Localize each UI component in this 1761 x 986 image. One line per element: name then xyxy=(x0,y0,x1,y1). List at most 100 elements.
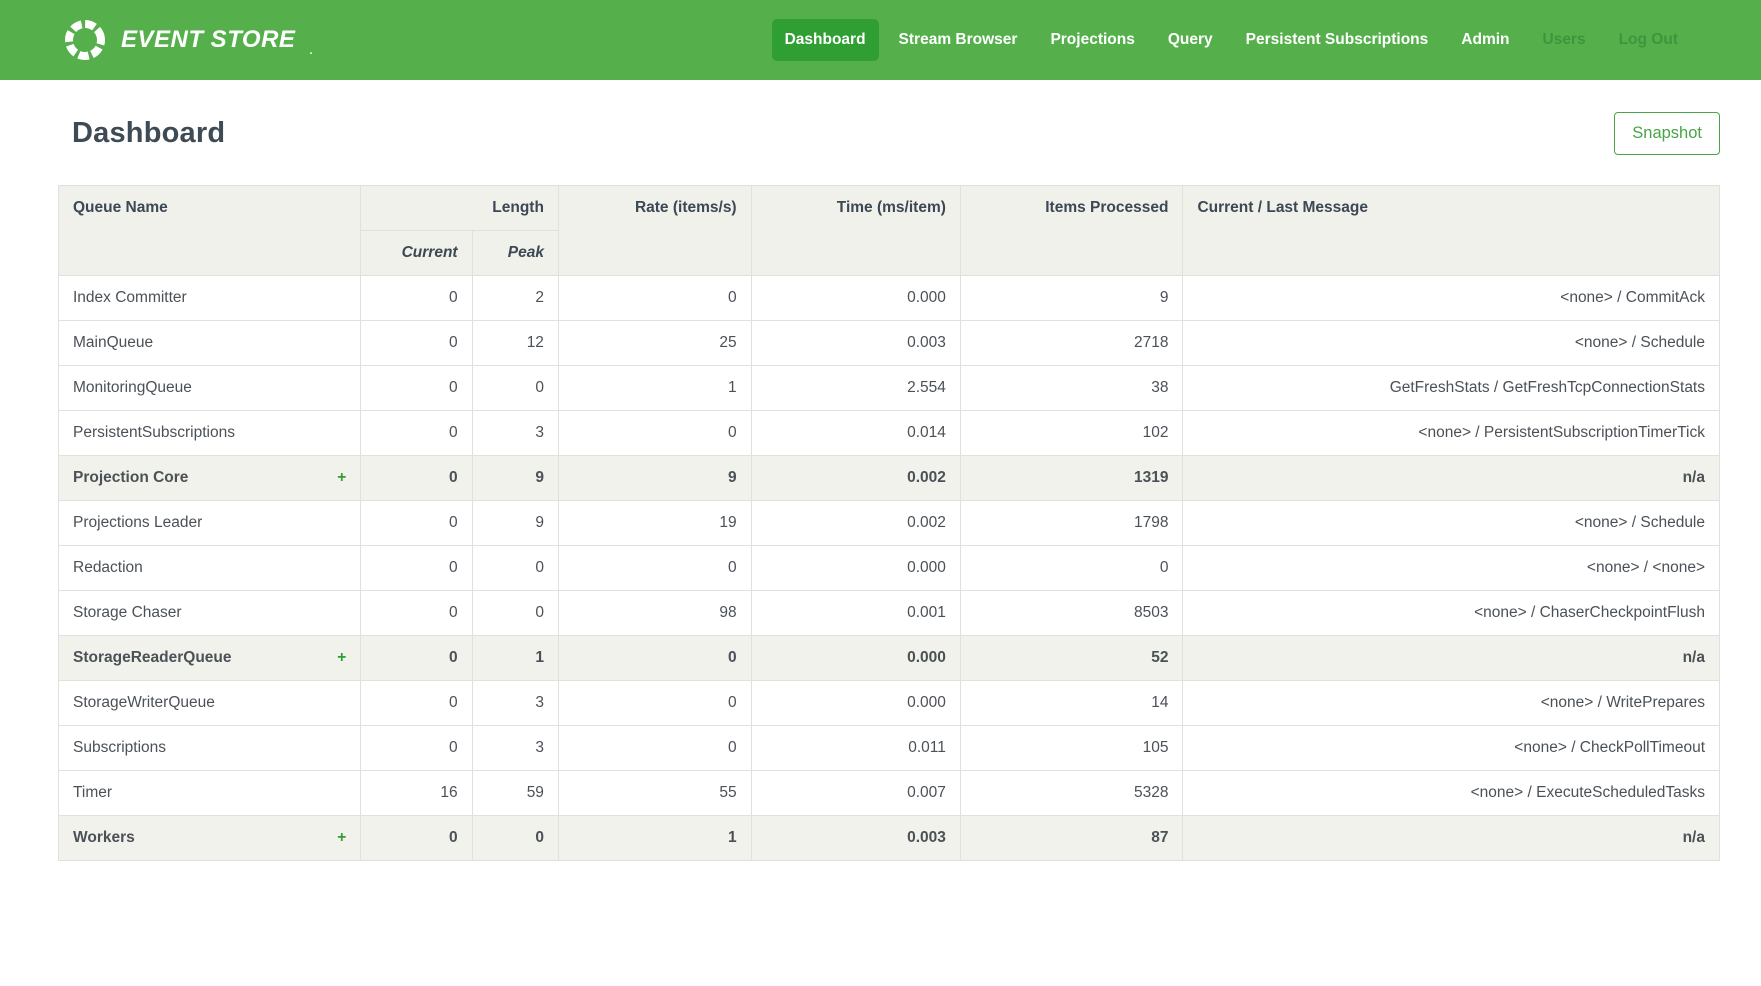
rate-cell: 1 xyxy=(558,366,751,411)
current-cell: 0 xyxy=(361,726,472,771)
time-cell: 0.003 xyxy=(751,816,960,861)
peak-cell: 0 xyxy=(472,591,558,636)
queue-row: MainQueue012250.0032718<none> / Schedule xyxy=(59,321,1720,366)
time-cell: 0.014 xyxy=(751,411,960,456)
queue-row: StorageWriterQueue0300.00014<none> / Wri… xyxy=(59,681,1720,726)
expand-plus-icon[interactable]: + xyxy=(337,648,346,668)
queue-name: Subscriptions xyxy=(73,739,166,756)
queue-row: Projections Leader09190.0021798<none> / … xyxy=(59,501,1720,546)
time-cell: 0.011 xyxy=(751,726,960,771)
peak-cell: 0 xyxy=(472,366,558,411)
header-current: Current xyxy=(361,231,472,276)
current-cell: 0 xyxy=(361,816,472,861)
nav-item-log-out[interactable]: Log Out xyxy=(1606,19,1691,61)
current-cell: 0 xyxy=(361,411,472,456)
queue-row: PersistentSubscriptions0300.014102<none>… xyxy=(59,411,1720,456)
rate-cell: 0 xyxy=(558,276,751,321)
nav-item-users[interactable]: Users xyxy=(1530,19,1599,61)
message-cell: <none> / WritePrepares xyxy=(1183,681,1720,726)
current-cell: 0 xyxy=(361,681,472,726)
peak-cell: 0 xyxy=(472,816,558,861)
items-processed-cell: 0 xyxy=(960,546,1183,591)
rate-cell: 0 xyxy=(558,411,751,456)
queue-group-row: StorageReaderQueue+0100.00052n/a xyxy=(59,636,1720,681)
peak-cell: 9 xyxy=(472,501,558,546)
time-cell: 0.001 xyxy=(751,591,960,636)
queues-table: Queue Name Length Rate (items/s) Time (m… xyxy=(58,185,1720,861)
items-processed-cell: 52 xyxy=(960,636,1183,681)
current-cell: 0 xyxy=(361,591,472,636)
queue-name-cell: PersistentSubscriptions xyxy=(59,411,361,456)
queue-name: StorageWriterQueue xyxy=(73,694,215,711)
queue-name: MonitoringQueue xyxy=(73,379,192,396)
queue-name-cell: Projection Core + xyxy=(59,456,361,501)
snapshot-button[interactable]: Snapshot xyxy=(1614,112,1720,155)
time-cell: 2.554 xyxy=(751,366,960,411)
message-cell: n/a xyxy=(1183,636,1720,681)
items-processed-cell: 38 xyxy=(960,366,1183,411)
time-cell: 0.003 xyxy=(751,321,960,366)
time-cell: 0.000 xyxy=(751,636,960,681)
message-cell: <none> / ChaserCheckpointFlush xyxy=(1183,591,1720,636)
event-store-logo: EVENT STORE. xyxy=(62,17,313,63)
queue-name: StorageReaderQueue xyxy=(73,649,232,666)
peak-cell: 3 xyxy=(472,411,558,456)
peak-cell: 0 xyxy=(472,546,558,591)
current-cell: 0 xyxy=(361,456,472,501)
queues-table-header: Queue Name Length Rate (items/s) Time (m… xyxy=(59,186,1720,276)
queue-name-cell: StorageReaderQueue + xyxy=(59,636,361,681)
header-length: Length xyxy=(361,186,559,231)
items-processed-cell: 14 xyxy=(960,681,1183,726)
message-cell: n/a xyxy=(1183,456,1720,501)
peak-cell: 2 xyxy=(472,276,558,321)
logo-text: EVENT STORE xyxy=(121,26,295,54)
queue-name-cell: Redaction xyxy=(59,546,361,591)
items-processed-cell: 87 xyxy=(960,816,1183,861)
page-title: Dashboard xyxy=(72,117,225,150)
queue-name: Timer xyxy=(73,784,112,801)
nav-item-persistent-subscriptions[interactable]: Persistent Subscriptions xyxy=(1233,19,1442,61)
queue-name-cell: MonitoringQueue xyxy=(59,366,361,411)
expand-plus-icon[interactable]: + xyxy=(337,468,346,488)
queue-row: Subscriptions0300.011105<none> / CheckPo… xyxy=(59,726,1720,771)
items-processed-cell: 8503 xyxy=(960,591,1183,636)
rate-cell: 19 xyxy=(558,501,751,546)
nav-item-query[interactable]: Query xyxy=(1155,19,1226,61)
queue-name-cell: Timer xyxy=(59,771,361,816)
peak-cell: 9 xyxy=(472,456,558,501)
nav-item-dashboard[interactable]: Dashboard xyxy=(772,19,879,61)
nav-item-stream-browser[interactable]: Stream Browser xyxy=(886,19,1031,61)
message-cell: n/a xyxy=(1183,816,1720,861)
current-cell: 0 xyxy=(361,501,472,546)
nav-item-admin[interactable]: Admin xyxy=(1448,19,1522,61)
rate-cell: 0 xyxy=(558,681,751,726)
header-items-processed: Items Processed xyxy=(960,186,1183,276)
rate-cell: 9 xyxy=(558,456,751,501)
message-cell: <none> / PersistentSubscriptionTimerTick xyxy=(1183,411,1720,456)
queue-group-row: Projection Core+0990.0021319n/a xyxy=(59,456,1720,501)
top-navbar: EVENT STORE. DashboardStream BrowserProj… xyxy=(0,0,1761,80)
queue-name: Index Committer xyxy=(73,289,187,306)
event-store-logo-icon xyxy=(62,17,108,63)
items-processed-cell: 1798 xyxy=(960,501,1183,546)
queue-name: Redaction xyxy=(73,559,143,576)
expand-plus-icon[interactable]: + xyxy=(337,828,346,848)
queue-name-cell: Storage Chaser xyxy=(59,591,361,636)
time-cell: 0.000 xyxy=(751,276,960,321)
rate-cell: 55 xyxy=(558,771,751,816)
rate-cell: 25 xyxy=(558,321,751,366)
nav-menu: DashboardStream BrowserProjectionsQueryP… xyxy=(772,19,1691,61)
queue-row: MonitoringQueue0012.55438GetFreshStats /… xyxy=(59,366,1720,411)
queue-name: Projection Core xyxy=(73,469,188,486)
peak-cell: 3 xyxy=(472,726,558,771)
rate-cell: 0 xyxy=(558,726,751,771)
peak-cell: 1 xyxy=(472,636,558,681)
nav-item-projections[interactable]: Projections xyxy=(1037,19,1147,61)
time-cell: 0.002 xyxy=(751,501,960,546)
time-cell: 0.000 xyxy=(751,681,960,726)
queues-table-body: Index Committer0200.0009<none> / CommitA… xyxy=(59,276,1720,861)
queue-name-cell: Subscriptions xyxy=(59,726,361,771)
items-processed-cell: 102 xyxy=(960,411,1183,456)
main-content: Dashboard Snapshot Queue Name Length Rat… xyxy=(0,112,1761,921)
items-processed-cell: 9 xyxy=(960,276,1183,321)
